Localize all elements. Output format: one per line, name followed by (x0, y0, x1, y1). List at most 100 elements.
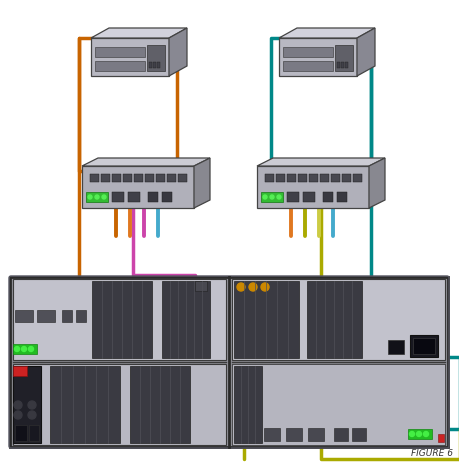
Bar (95, 62, 145, 72)
Polygon shape (91, 29, 187, 39)
Bar (130, 366, 190, 443)
Bar (101, 175, 110, 182)
Polygon shape (82, 159, 210, 167)
Circle shape (95, 195, 99, 200)
Bar (308, 428, 323, 441)
Bar (13, 366, 27, 376)
Bar (167, 175, 176, 182)
Circle shape (15, 347, 19, 352)
Bar (145, 175, 154, 182)
Circle shape (248, 283, 257, 291)
Bar (437, 434, 443, 442)
Bar (264, 175, 274, 182)
Bar (157, 63, 160, 69)
Bar (336, 63, 339, 69)
Bar (112, 193, 124, 203)
Circle shape (263, 195, 266, 200)
Bar (279, 39, 356, 77)
Bar (13, 364, 225, 445)
Text: FIGURE 6: FIGURE 6 (410, 448, 452, 457)
Bar (306, 282, 361, 358)
Circle shape (28, 411, 36, 419)
Bar (234, 366, 262, 443)
Bar (231, 364, 444, 445)
Bar (13, 279, 225, 360)
Bar (308, 175, 317, 182)
Bar (412, 338, 434, 354)
Polygon shape (168, 29, 187, 77)
Bar (322, 193, 332, 203)
Bar (257, 167, 368, 208)
Bar (134, 175, 143, 182)
Bar (76, 310, 86, 322)
Circle shape (236, 283, 245, 291)
Bar (148, 193, 157, 203)
Bar (352, 175, 361, 182)
Bar (153, 63, 156, 69)
Polygon shape (194, 159, 210, 208)
Bar (62, 310, 72, 322)
Bar (351, 428, 365, 441)
Bar (162, 193, 172, 203)
Bar (297, 175, 306, 182)
Bar (333, 428, 347, 441)
Bar (341, 175, 350, 182)
Polygon shape (279, 29, 374, 39)
Polygon shape (257, 159, 384, 167)
Bar (149, 63, 151, 69)
Bar (275, 175, 285, 182)
Bar (92, 282, 151, 358)
Polygon shape (356, 29, 374, 77)
Bar (128, 193, 140, 203)
Bar (409, 335, 437, 357)
Bar (286, 175, 295, 182)
Circle shape (415, 432, 420, 437)
Bar (156, 175, 165, 182)
Bar (82, 167, 194, 208)
Bar (112, 175, 121, 182)
Bar (336, 193, 346, 203)
Circle shape (423, 432, 428, 437)
Bar (95, 48, 145, 58)
Bar (302, 193, 314, 203)
Bar (10, 277, 447, 447)
Bar (15, 425, 27, 441)
Bar (319, 175, 328, 182)
Bar (334, 46, 352, 72)
Bar (29, 425, 39, 441)
Bar (90, 175, 99, 182)
Polygon shape (368, 159, 384, 208)
Circle shape (260, 283, 269, 291)
Bar (13, 366, 41, 443)
Bar (282, 62, 332, 72)
Bar (344, 63, 347, 69)
Bar (263, 428, 280, 441)
Bar (15, 310, 33, 322)
Bar (407, 429, 431, 439)
Bar (123, 175, 132, 182)
Circle shape (409, 432, 414, 437)
Bar (330, 175, 339, 182)
Circle shape (28, 401, 36, 409)
Bar (162, 282, 210, 358)
Bar (86, 193, 108, 203)
Bar (195, 282, 207, 291)
Circle shape (14, 411, 22, 419)
Bar (147, 46, 165, 72)
Bar (50, 366, 120, 443)
Bar (231, 364, 444, 445)
Bar (234, 282, 298, 358)
Bar (286, 193, 298, 203)
Circle shape (102, 195, 106, 200)
Bar (387, 340, 403, 354)
Circle shape (14, 401, 22, 409)
Circle shape (88, 195, 92, 200)
Bar (231, 279, 444, 360)
Bar (178, 175, 187, 182)
Circle shape (22, 347, 27, 352)
Bar (91, 39, 168, 77)
Bar (37, 310, 55, 322)
Bar (260, 193, 282, 203)
Bar (13, 344, 37, 354)
Circle shape (269, 195, 274, 200)
